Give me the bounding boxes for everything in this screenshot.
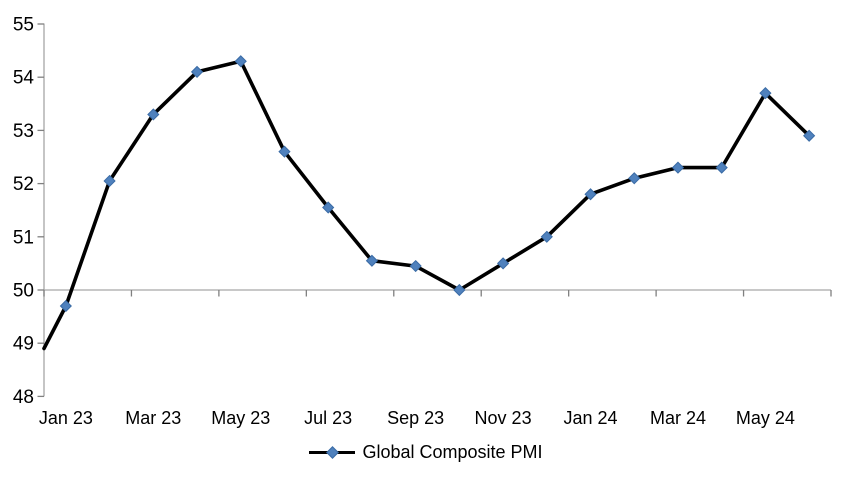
data-point-marker xyxy=(584,188,597,201)
data-point-marker xyxy=(453,283,466,297)
data-point-marker xyxy=(234,55,247,68)
x-axis-tick-label: Jul 23 xyxy=(304,408,352,428)
y-axis-tick-label: 48 xyxy=(13,387,34,408)
x-axis-tick-label: Nov 23 xyxy=(475,408,532,428)
legend-label: Global Composite PMI xyxy=(362,441,543,462)
y-axis-tick-label: 55 xyxy=(13,15,34,36)
legend-key xyxy=(309,445,356,459)
data-point-marker xyxy=(803,129,816,142)
data-point-marker xyxy=(540,230,553,243)
y-axis-tick-label: 51 xyxy=(13,227,34,248)
y-axis-tick-label: 52 xyxy=(13,174,34,195)
data-point-marker xyxy=(628,172,641,185)
data-point-marker xyxy=(365,254,379,267)
data-point-marker xyxy=(715,161,728,174)
chart-legend: Global Composite PMI xyxy=(0,439,852,465)
series-line xyxy=(42,59,811,351)
y-axis-tick-label: 50 xyxy=(13,281,34,302)
x-axis: Jan 23 Mar 23 May 23 Jul 23 Sep 23 Nov 23 Jan … xyxy=(39,289,832,428)
data-point-marker xyxy=(190,65,204,78)
data-point-marker xyxy=(59,299,72,313)
y-axis-tick-label: 49 xyxy=(13,334,34,355)
data-point-marker xyxy=(103,174,116,188)
data-point-marker xyxy=(496,257,510,270)
x-axis-tick-label: May 24 xyxy=(736,408,795,428)
x-axis-tick-label: May 23 xyxy=(211,408,270,428)
data-point-marker xyxy=(278,145,291,158)
x-axis-tick-label: Jan 23 xyxy=(39,408,93,428)
y-axis: 48 49 50 51 52 53 54 55 xyxy=(13,15,45,408)
x-axis-tick-label: Mar 24 xyxy=(650,408,706,428)
legend-diamond-marker-icon xyxy=(326,445,339,459)
data-point-marker xyxy=(147,108,160,121)
x-axis-tick-label: Jan 24 xyxy=(564,408,618,428)
data-point-marker xyxy=(671,161,685,174)
x-axis-tick-label: Sep 23 xyxy=(387,408,444,428)
data-point-marker xyxy=(322,201,335,214)
x-axis-tick-label: Mar 23 xyxy=(125,408,181,428)
data-point-marker xyxy=(409,259,422,273)
data-point-marker xyxy=(759,87,772,100)
y-axis-tick-label: 53 xyxy=(13,121,34,142)
series-global-composite-pmi xyxy=(42,55,816,351)
y-axis-tick-label: 54 xyxy=(13,68,35,89)
